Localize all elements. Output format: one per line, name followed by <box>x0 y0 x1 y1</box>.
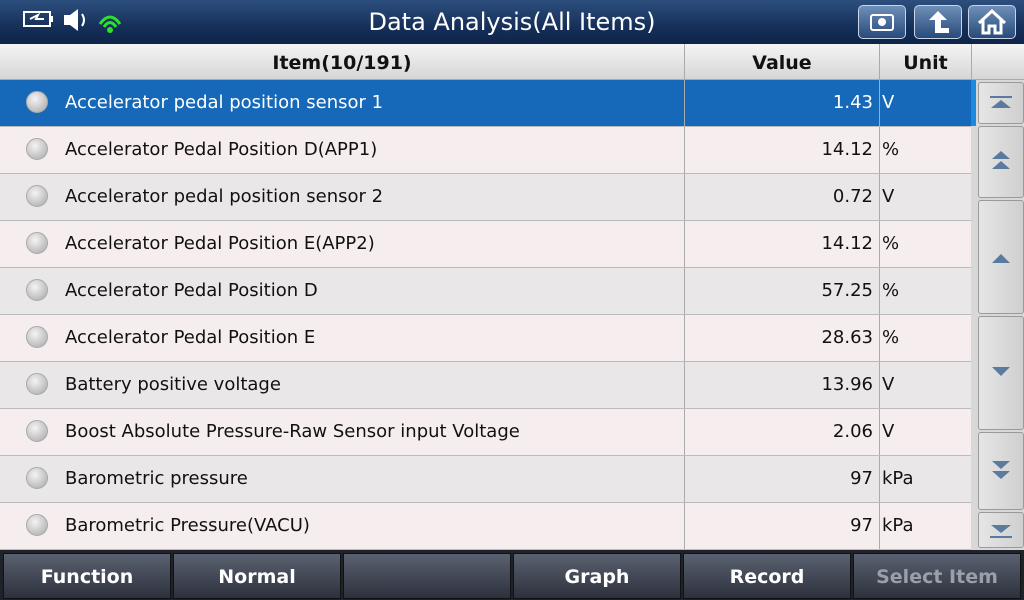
column-header: Item(10/191) <box>0 44 685 80</box>
separator <box>879 409 880 455</box>
radio-indicator <box>26 326 48 348</box>
item-name: Accelerator Pedal Position E(APP2) <box>65 233 375 254</box>
item-name: Accelerator Pedal Position D(APP1) <box>65 139 378 160</box>
separator <box>684 80 685 126</box>
separator <box>684 503 685 549</box>
home-button[interactable] <box>968 5 1016 39</box>
radio-indicator <box>26 279 48 301</box>
column-header: Value <box>685 44 880 80</box>
status-icons <box>23 9 122 33</box>
separator <box>879 174 880 220</box>
screenshot-button[interactable] <box>858 5 906 39</box>
table-row[interactable]: Accelerator Pedal Position E(APP2) 14.12% <box>0 221 971 268</box>
item-unit: % <box>882 233 900 254</box>
separator <box>684 174 685 220</box>
scroll-page-up[interactable] <box>978 126 1024 198</box>
separator <box>879 362 880 408</box>
separator <box>684 315 685 361</box>
radio-indicator <box>26 138 48 160</box>
separator <box>684 362 685 408</box>
separator <box>684 127 685 173</box>
table-row[interactable]: Accelerator Pedal Position E 28.63% <box>0 315 971 362</box>
item-value: 13.96 <box>821 374 873 395</box>
table-row[interactable]: Accelerator pedal position sensor 1 1.43 V <box>0 80 971 127</box>
scroll-bottom[interactable] <box>978 512 1024 548</box>
separator <box>879 268 880 314</box>
item-unit: V <box>882 421 895 442</box>
separator <box>684 456 685 502</box>
separator <box>684 409 685 455</box>
item-value: 2.06 <box>832 421 873 442</box>
table-row[interactable]: Accelerator Pedal Position D(APP1) 14.12% <box>0 127 971 174</box>
footer: Function Normal Graph Record Select Item <box>0 550 1024 600</box>
table-row[interactable]: Accelerator Pedal Position D 57.25% <box>0 268 971 315</box>
separator <box>879 80 880 126</box>
footer-button[interactable]: Select Item <box>853 553 1021 599</box>
item-value: 0.72 <box>832 186 873 207</box>
item-value: 14.12 <box>821 233 873 254</box>
separator <box>879 221 880 267</box>
item-unit: kPa <box>882 515 914 536</box>
scroll-page-down[interactable] <box>978 432 1024 510</box>
table-header: Item(10/191) Value Unit <box>0 44 1024 80</box>
title: Data Analysis(All Items) <box>368 8 656 36</box>
item-name: Boost Absolute Pressure-Raw Sensor input… <box>65 421 520 442</box>
item-value: 57.25 <box>821 280 873 301</box>
item-name: Accelerator pedal position sensor 1 <box>65 92 384 113</box>
item-unit: % <box>882 280 900 301</box>
empty-button[interactable] <box>343 553 511 599</box>
footer-button[interactable]: Function <box>3 553 171 599</box>
separator <box>879 315 880 361</box>
item-name: Battery positive voltage <box>65 374 281 395</box>
separator <box>879 127 880 173</box>
table-row[interactable]: Boost Absolute Pressure-Raw Sensor input… <box>0 409 971 456</box>
item-unit: % <box>882 327 900 348</box>
item-unit: V <box>882 92 895 113</box>
item-name: Accelerator pedal position sensor 2 <box>65 186 384 207</box>
item-unit: V <box>882 186 895 207</box>
radio-indicator <box>26 373 48 395</box>
radio-indicator <box>26 514 48 536</box>
separator <box>684 268 685 314</box>
item-value: 28.63 <box>821 327 873 348</box>
radio-indicator <box>26 185 48 207</box>
item-unit: kPa <box>882 468 914 489</box>
item-name: Accelerator Pedal Position D <box>65 280 318 301</box>
scrollbar <box>971 80 1024 550</box>
table-row[interactable]: Accelerator pedal position sensor 2 0.72 V <box>0 174 971 221</box>
item-value: 1.43 <box>832 92 873 113</box>
separator <box>879 456 880 502</box>
table-row[interactable]: Barometric Pressure(VACU) 97 kPa <box>0 503 971 550</box>
table-row[interactable]: Battery positive voltage 13.96 V <box>0 362 971 409</box>
column-header: Unit <box>880 44 972 80</box>
item-name: Barometric Pressure(VACU) <box>65 515 310 536</box>
radio-indicator <box>26 91 48 113</box>
back-button[interactable] <box>914 5 962 39</box>
item-value: 14.12 <box>821 139 873 160</box>
separator <box>879 503 880 549</box>
radio-indicator <box>26 232 48 254</box>
footer-button[interactable]: Normal <box>173 553 341 599</box>
footer-button[interactable]: Record <box>683 553 851 599</box>
separator <box>684 221 685 267</box>
item-name: Accelerator Pedal Position E <box>65 327 316 348</box>
scroll-up[interactable] <box>978 200 1024 314</box>
item-unit: % <box>882 139 900 160</box>
footer-button[interactable]: Graph <box>513 553 681 599</box>
item-value: 97 <box>850 468 873 489</box>
radio-indicator <box>26 467 48 489</box>
item-name: Barometric pressure <box>65 468 248 489</box>
scroll-top[interactable] <box>978 82 1024 124</box>
header: Data Analysis(All Items) <box>0 0 1024 44</box>
item-value: 97 <box>850 515 873 536</box>
item-unit: V <box>882 374 895 395</box>
scroll-down[interactable] <box>978 316 1024 430</box>
table-row[interactable]: Barometric pressure 97 kPa <box>0 456 971 503</box>
radio-indicator <box>26 420 48 442</box>
